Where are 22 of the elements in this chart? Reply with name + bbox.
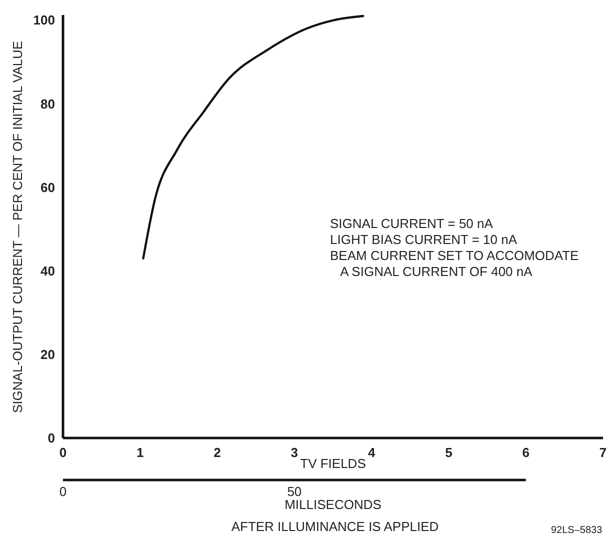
- x-tick-label: 3: [290, 445, 298, 460]
- y-tick-label: 100: [33, 12, 55, 28]
- x-tick-label: 5: [445, 445, 452, 460]
- x-tick-label: 7: [599, 445, 607, 460]
- y-tick-label: 0: [48, 430, 55, 446]
- x2-tick-label: 0: [59, 484, 67, 499]
- x-tick-label: 2: [214, 445, 221, 460]
- x2-tick-label: 50: [287, 484, 302, 499]
- y-tick-label: 40: [40, 263, 55, 278]
- x-tick-label: 1: [136, 445, 144, 460]
- x-tick-label: 4: [368, 445, 376, 460]
- x-tick-label: 0: [59, 445, 67, 460]
- text: AFTER ILLUMINANCE IS APPLIED: [231, 519, 439, 534]
- annotation: SIGNAL CURRENT = 50 nA LIGHT BIAS CURRENT = 10 nA BEAM CURRENT SET TO ACCOMODATE A SIGNAL CURRENT OF 400 nA: [330, 216, 580, 279]
- text: 92LS–5833: [551, 525, 603, 536]
- x-axis-title: TV FIELDS: [300, 456, 366, 471]
- y-tick-label: 20: [40, 346, 55, 362]
- y-tick-label: 60: [40, 180, 55, 195]
- x2-axis-title: MILLISECONDS: [284, 497, 382, 512]
- x-tick-label: 6: [522, 445, 530, 460]
- y-tick-label: 80: [40, 96, 55, 112]
- y-axis-title: SIGNAL-OUTPUT CURRENT — PER CENT OF INITIAL VALUE: [10, 40, 25, 414]
